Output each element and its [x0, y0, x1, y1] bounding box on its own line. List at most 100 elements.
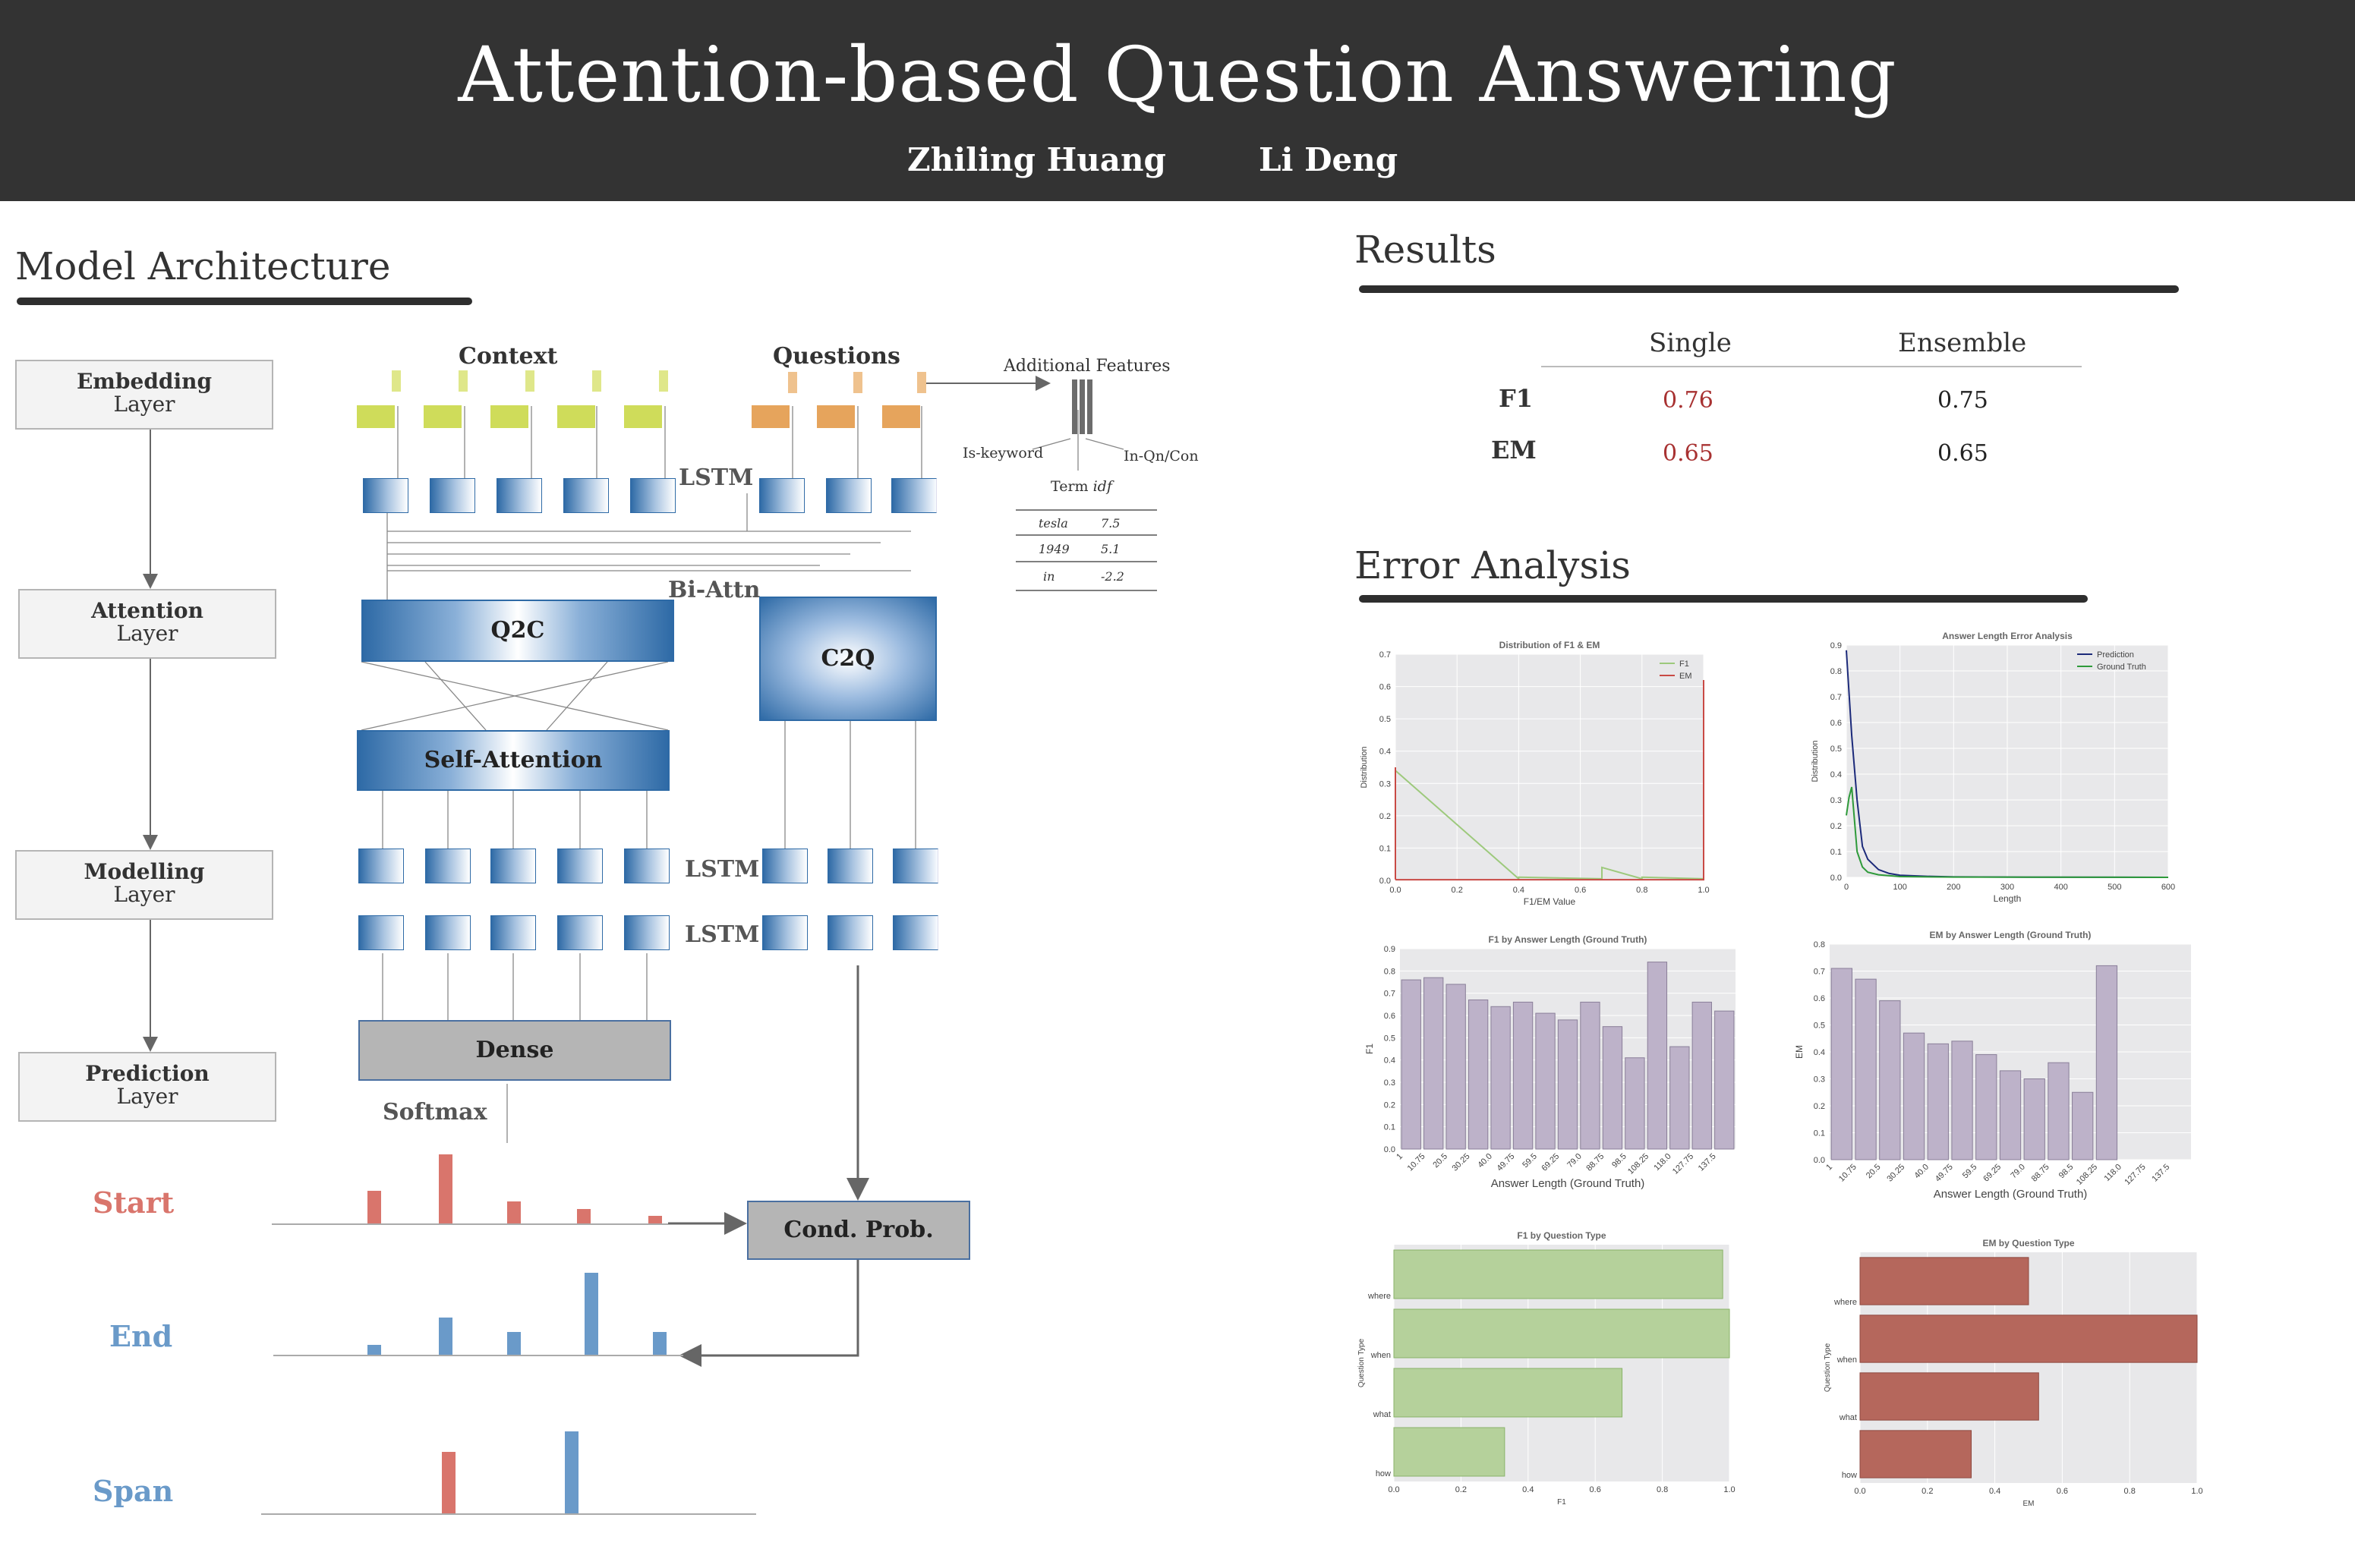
x-tick-label: 1 [1824, 1163, 1834, 1173]
probability-bar [439, 1318, 452, 1355]
x-tick-label: 0.6 [1590, 1485, 1601, 1494]
lstm-cell [358, 915, 404, 950]
probability-bar [653, 1331, 667, 1355]
x-tick-label: 0.8 [2124, 1487, 2136, 1496]
bar [1468, 999, 1489, 1150]
y-tick-label: 0.8 [1384, 967, 1395, 976]
y-tick-label: 0.6 [1379, 683, 1391, 692]
x-tick-label: 98.5 [2057, 1163, 2076, 1181]
idf-value: -2.2 [1101, 569, 1124, 584]
x-tick-label: 0.0 [1388, 1485, 1399, 1494]
x-tick-label: 108.25 [2075, 1163, 2099, 1187]
x-tick-label: 400 [2054, 883, 2067, 892]
y-tick-label: 0.2 [1379, 812, 1391, 821]
bar [1830, 968, 1853, 1160]
bar [2072, 1091, 2094, 1160]
x-tick-label: 0.0 [1389, 886, 1401, 895]
lstm-cell [425, 849, 471, 883]
results-value: 0.65 [1937, 440, 1988, 467]
x-tick-label: 0.4 [1989, 1487, 2000, 1496]
y-tick-label: 0.8 [1830, 667, 1842, 676]
bar [2095, 965, 2118, 1160]
probability-bar [585, 1273, 598, 1355]
bar [1393, 1368, 1623, 1418]
in-qn-con-label: In-Qn/Con [1124, 448, 1199, 464]
x-tick-label: 1.0 [1723, 1485, 1735, 1494]
y-tick-label: 0.0 [1830, 874, 1842, 883]
layer-name: Prediction [85, 1061, 210, 1086]
additional-features-label: Additional Features [1004, 357, 1171, 376]
lstm-cell [893, 849, 938, 883]
bar [1557, 1019, 1578, 1150]
question-token [817, 405, 855, 428]
bar [1714, 1010, 1735, 1150]
x-tick-label: 0.2 [1452, 886, 1463, 895]
y-tick-label: 0.1 [1384, 1123, 1395, 1132]
x-tick-label: 10.75 [1406, 1152, 1427, 1173]
bar [1512, 1001, 1534, 1150]
idf-label: idf [1092, 478, 1112, 495]
x-tick-label: 69.25 [1981, 1163, 2003, 1184]
poster-header: Attention-based Question Answering Zhili… [0, 0, 2355, 201]
dense-block: Dense [358, 1020, 671, 1081]
y-tick-label: 0.3 [1814, 1075, 1825, 1085]
bi-attn-label: Bi-Attn [668, 577, 761, 603]
x-tick-label: 0.6 [2057, 1487, 2068, 1496]
start-label: Start [93, 1185, 175, 1220]
c2q-block: C2Q [759, 597, 937, 721]
bar [1951, 1041, 1973, 1160]
chart-title: EM by Question Type [1982, 1238, 2074, 1248]
x-tick-label: 127.75 [2123, 1163, 2147, 1187]
y-tick-label: 0.9 [1384, 945, 1395, 954]
bar [1393, 1249, 1723, 1299]
context-label: Context [459, 343, 558, 370]
series-line [1395, 680, 1704, 881]
probability-bar [367, 1190, 381, 1223]
lstm-cell [490, 849, 536, 883]
lstm-cell [358, 849, 404, 883]
lstm-cell [762, 849, 808, 883]
section-title-model: Model Architecture [15, 244, 391, 288]
series-line [1846, 786, 2169, 878]
results-value: 0.65 [1663, 440, 1713, 467]
y-tick-label: 0.4 [1379, 748, 1391, 757]
x-tick-label: 0.4 [1513, 886, 1524, 895]
bar [1859, 1430, 1972, 1478]
lstm-cell [497, 478, 542, 513]
bar [1903, 1032, 1925, 1160]
x-tick-label: 100 [1893, 883, 1906, 892]
layer-name: Modelling [84, 859, 205, 884]
y-tick-label: 0.7 [1384, 990, 1395, 999]
bar [1393, 1427, 1505, 1477]
x-tick-label: 79.0 [2009, 1163, 2027, 1181]
x-tick-label: 40.0 [1476, 1152, 1494, 1170]
y-tick-label: 0.3 [1379, 779, 1391, 789]
table-rule [1541, 366, 2082, 367]
x-tick-label: 200 [1947, 883, 1960, 892]
x-axis-label: F1/EM Value [1524, 896, 1576, 907]
section-title-results: Results [1354, 228, 1496, 272]
bar [1580, 1001, 1600, 1150]
y-axis-label: EM [1794, 1045, 1805, 1059]
y-tick-label: 0.0 [1379, 877, 1391, 886]
results-row-label: EM [1491, 436, 1537, 464]
context-embedding-tick [392, 370, 401, 392]
layer-box-prediction: Prediction Layer [18, 1052, 276, 1122]
y-tick-label: 0.8 [1814, 940, 1825, 949]
results-column-header: Ensemble [1898, 328, 2027, 358]
x-tick-label: 0.6 [1575, 886, 1586, 895]
y-axis-label: Distribution [1360, 746, 1369, 788]
questions-label: Questions [773, 343, 900, 370]
y-tick-label: 0.5 [1830, 745, 1842, 754]
x-tick-label: 59.5 [1521, 1152, 1539, 1170]
x-tick-label: 20.5 [1865, 1163, 1883, 1181]
x-tick-label: 1.0 [1698, 886, 1709, 895]
context-embedding-tick [525, 370, 534, 392]
probability-bar [565, 1431, 579, 1513]
question-embedding-tick [917, 372, 926, 393]
x-tick-label: 108.25 [1626, 1152, 1650, 1176]
y-tick-label: 0.5 [1384, 1034, 1395, 1043]
bar [1393, 1308, 1730, 1359]
lstm-cell [557, 849, 603, 883]
y-tick-label: 0.2 [1814, 1102, 1825, 1111]
